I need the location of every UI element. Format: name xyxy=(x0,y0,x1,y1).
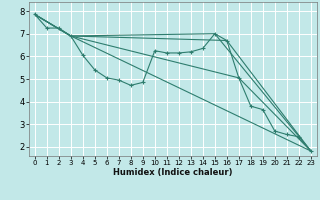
X-axis label: Humidex (Indice chaleur): Humidex (Indice chaleur) xyxy=(113,168,233,177)
